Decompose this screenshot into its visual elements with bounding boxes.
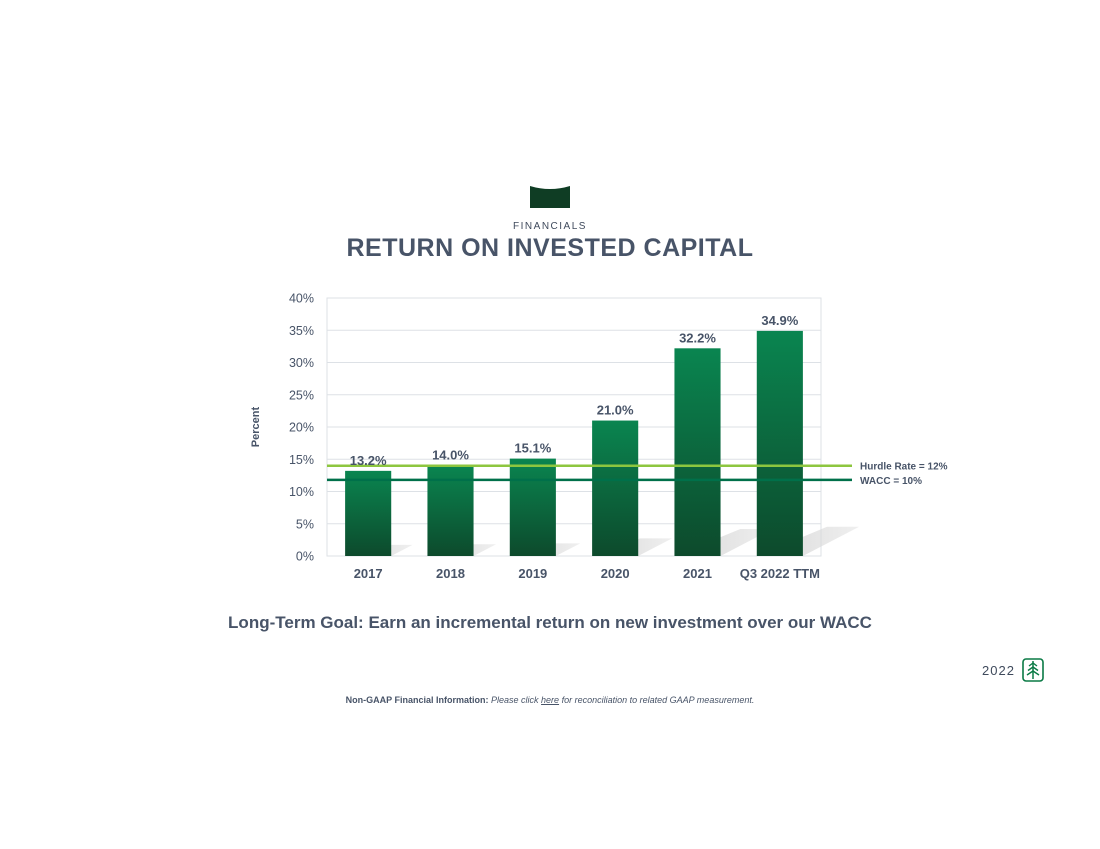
tree-logo-icon <box>1022 658 1044 682</box>
x-tick-label: 2019 <box>518 566 547 581</box>
section-label: FINANCIALS <box>513 221 587 232</box>
y-tick-label: 30% <box>289 356 314 370</box>
bar-2021 <box>674 348 721 556</box>
banner-logo-mark <box>530 186 570 208</box>
bar-2019 <box>509 458 556 556</box>
data-label: 32.2% <box>679 330 716 345</box>
y-tick-label: 10% <box>289 485 314 499</box>
data-label: 21.0% <box>597 403 634 418</box>
y-tick-label: 40% <box>289 292 314 306</box>
data-label: 34.9% <box>761 313 798 328</box>
wacc-label: WACC = 10% <box>860 476 922 487</box>
page-title: RETURN ON INVESTED CAPITAL <box>346 234 754 262</box>
footnote-heading: Non-GAAP Financial Information: <box>345 695 489 705</box>
data-label: 13.2% <box>350 453 387 468</box>
y-tick-label: 20% <box>289 421 314 435</box>
long-term-goal-text: Long-Term Goal: Earn an incremental retu… <box>228 613 872 632</box>
bar-2020 <box>592 420 639 556</box>
x-tick-label: 2017 <box>354 566 383 581</box>
hurdle-rate-label: Hurdle Rate = 12% <box>860 462 948 473</box>
data-label: 14.0% <box>432 448 469 463</box>
x-tick-label: 2020 <box>601 566 630 581</box>
year-badge: 2022 <box>982 663 1015 678</box>
x-tick-label: Q3 2022 TTM <box>740 566 820 581</box>
non-gaap-footnote: Non-GAAP Financial Information: Please c… <box>0 695 1100 705</box>
reconciliation-link[interactable]: here <box>541 695 560 705</box>
data-label: 15.1% <box>514 441 551 456</box>
footnote-text-after: for reconciliation to related GAAP measu… <box>561 695 755 705</box>
x-tick-label: 2021 <box>683 566 712 581</box>
y-tick-label: 25% <box>289 388 314 402</box>
y-tick-label: 35% <box>289 324 314 338</box>
x-tick-label: 2018 <box>436 566 465 581</box>
y-tick-label: 0% <box>296 550 314 564</box>
bar-q3-2022-ttm <box>756 330 803 556</box>
y-tick-label: 15% <box>289 453 314 467</box>
footnote-text-before: Please click <box>491 695 539 705</box>
y-axis-label: Percent <box>250 406 262 447</box>
bar-2017 <box>345 470 392 556</box>
y-tick-label: 5% <box>296 517 314 531</box>
